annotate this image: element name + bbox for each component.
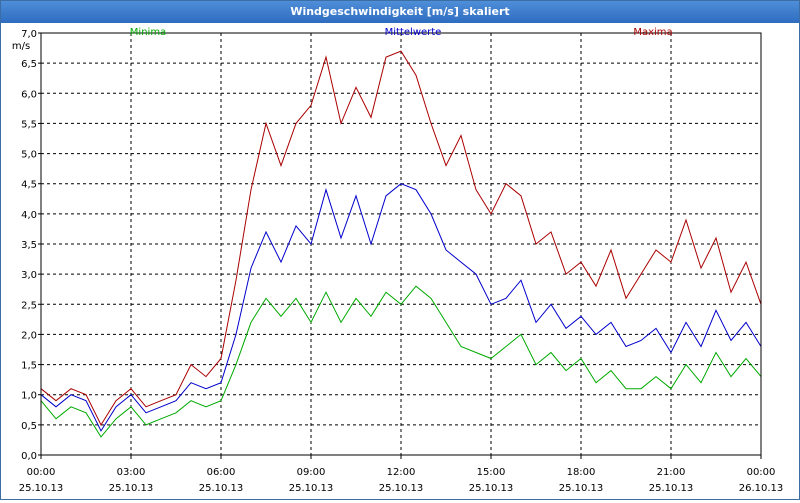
x-tick-time-label: 21:00	[657, 467, 686, 478]
x-tick-date-label: 25.10.13	[469, 483, 514, 494]
x-tick-time-label: 09:00	[297, 467, 326, 478]
legend: Minima Mittelwerte Maxima	[130, 27, 673, 38]
y-tick-label: 1,5	[21, 361, 37, 372]
x-tick-time-label: 06:00	[207, 467, 236, 478]
series-line-maxima	[40, 50, 762, 426]
y-tick-label: 2,5	[21, 300, 37, 311]
x-tick-time-label: 00:00	[27, 467, 56, 478]
x-tick-date-label: 25.10.13	[289, 483, 334, 494]
legend-entry-mittelwerte: Mittelwerte	[385, 27, 442, 38]
y-tick-label: 4,0	[21, 210, 37, 221]
x-tick-date-label: 25.10.13	[199, 483, 244, 494]
x-tick-time-label: 18:00	[567, 467, 596, 478]
grid-lines	[41, 33, 761, 455]
x-tick-time-label: 00:00	[747, 467, 776, 478]
x-tick-date-label: 25.10.13	[649, 483, 694, 494]
y-tick-label: 0,5	[21, 421, 37, 432]
y-tick-label: 6,5	[21, 59, 37, 70]
x-tick-time-label: 15:00	[477, 467, 506, 478]
y-tick-label: 6,0	[21, 89, 37, 100]
plot-area-container: 0,0 0,5 1,0 1,5 2,0 2,5 3,0 3,5 4,0 4,5 5,0 5,5 6,0 6…	[1, 23, 799, 499]
x-tick-date-label: 25.10.13	[109, 483, 154, 494]
x-tick-date-label: 25.10.13	[19, 483, 64, 494]
chart-title: Windgeschwindigkeit [m/s] skaliert	[1, 1, 799, 23]
x-tick-date-label: 25.10.13	[379, 483, 424, 494]
x-axis-ticks: 00:00 25.10.13 03:00 25.10.13 06:00 25.10.13 0…	[19, 455, 784, 494]
y-tick-label: 7,0	[21, 29, 37, 40]
chart-svg: 0,0 0,5 1,0 1,5 2,0 2,5 3,0 3,5 4,0 4,5 5,0 5,5 6,0 6…	[12, 27, 784, 494]
y-axis-label: m/s	[12, 41, 30, 52]
x-tick-date-label: 26.10.13	[739, 483, 784, 494]
y-axis-ticks: 0,0 0,5 1,0 1,5 2,0 2,5 3,0 3,5 4,0 4,5 5,0 5,5 6,0 6…	[21, 29, 41, 462]
y-tick-label: 0,0	[21, 451, 37, 462]
y-tick-label: 2,0	[21, 330, 37, 341]
x-tick-time-label: 03:00	[117, 467, 146, 478]
series-line-minima	[40, 285, 762, 438]
legend-entry-maxima: Maxima	[633, 27, 672, 38]
y-tick-label: 5,5	[21, 119, 37, 130]
y-tick-label: 3,0	[21, 270, 37, 281]
x-tick-date-label: 25.10.13	[559, 483, 604, 494]
series-line-mittelwerte	[40, 183, 762, 432]
y-tick-label: 1,0	[21, 391, 37, 402]
legend-entry-minima: Minima	[130, 27, 166, 38]
series-lines	[40, 50, 762, 438]
y-tick-label: 3,5	[21, 240, 37, 251]
x-tick-time-label: 12:00	[387, 467, 416, 478]
y-tick-label: 4,5	[21, 180, 37, 191]
y-tick-label: 5,0	[21, 150, 37, 161]
